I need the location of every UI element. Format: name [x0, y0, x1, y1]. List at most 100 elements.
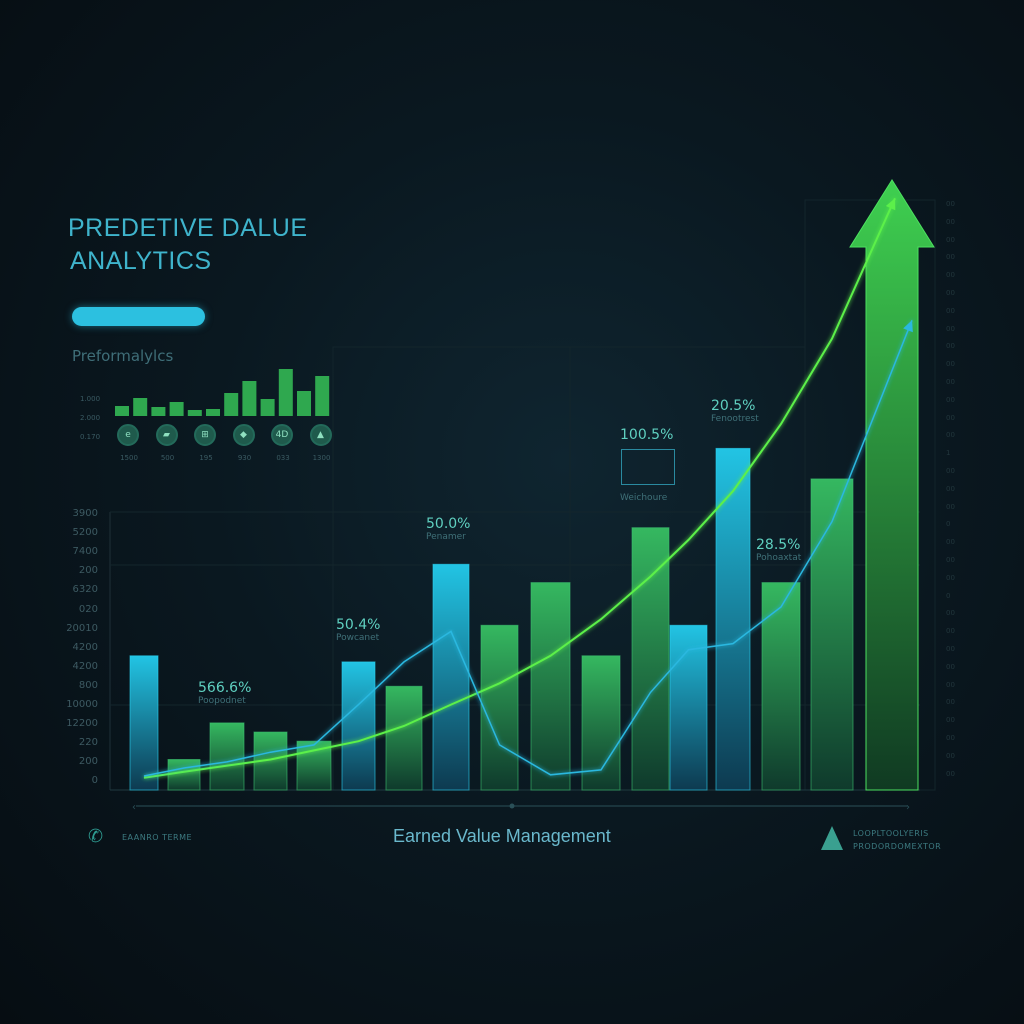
annotation-value: 566.6% — [198, 680, 252, 696]
right-tick-label: 00 — [946, 627, 955, 636]
triangle-logo-icon — [821, 826, 843, 850]
right-tick-label: 00 — [946, 235, 955, 244]
right-tick-label: 00 — [946, 573, 955, 582]
bar — [581, 655, 621, 791]
annotation-value: 28.5% — [756, 537, 801, 553]
4d-icon: 4D — [271, 424, 293, 446]
mini-bar — [278, 369, 293, 416]
right-tick-label: 00 — [946, 342, 955, 351]
right-tick-label: 00 — [946, 662, 955, 671]
mini-bar — [187, 410, 202, 416]
right-tick-label: 00 — [946, 484, 955, 493]
y-tick-label: 0 — [91, 775, 98, 787]
annotation-label: Poopodnet — [198, 696, 246, 706]
mini-icon-label: 500 — [160, 454, 175, 462]
mini-bar — [151, 407, 166, 416]
mini-bar — [206, 409, 220, 416]
bar — [631, 527, 670, 791]
mini-y-label: 2.000 — [80, 414, 101, 422]
bar — [167, 759, 201, 791]
y-tick-label: 200 — [78, 565, 98, 577]
footer-right-line-1: LOOPLTOOLYERIS — [853, 829, 929, 838]
mini-icon-label: 033 — [276, 454, 290, 462]
bar — [209, 722, 245, 791]
mini-icon-label: 930 — [237, 454, 252, 462]
line-arrowhead-1 — [885, 198, 896, 211]
mini-bar — [169, 402, 184, 416]
phone-icon: ✆ — [88, 826, 104, 847]
mini-icon-label: 195 — [199, 454, 213, 462]
right-tick-label: 00 — [946, 271, 955, 280]
annotation-2: 50.4% Powcanet — [336, 617, 380, 643]
leaf-icon: ◆ — [232, 424, 255, 446]
right-tick-label: 00 — [946, 200, 955, 208]
right-tick-label: 00 — [946, 698, 955, 707]
y-tick-label: 4200 — [72, 641, 98, 653]
line-series-2 — [143, 320, 913, 777]
annotation-value: 100.5% — [620, 427, 674, 443]
mini-y-label: 1.000 — [80, 395, 101, 403]
y-tick-label: 12200 — [66, 718, 98, 730]
x-axis-title: Earned Value Management — [393, 826, 611, 846]
bar — [296, 740, 332, 791]
mini-bar — [315, 376, 330, 416]
bar-arrow — [849, 179, 935, 791]
right-tick-label: 00 — [946, 395, 955, 404]
annotation-box — [621, 449, 675, 485]
peak-icon: ▲ — [309, 424, 332, 446]
progress-pill — [72, 307, 205, 326]
right-tick-label: 00 — [946, 680, 955, 689]
bar — [432, 563, 470, 791]
y-tick-label: 5200 — [72, 527, 98, 539]
y-tick-label: 3900 — [72, 508, 98, 519]
annotation-1: 566.6% Poopodnet — [198, 680, 251, 706]
right-tick-label: 00 — [946, 289, 955, 297]
mini-bar — [297, 391, 311, 416]
right-tick-label: 00 — [946, 413, 955, 422]
right-tick-label: 00 — [946, 609, 955, 618]
title-line-1: PREDETIVE DALUE — [68, 214, 308, 242]
mini-bar — [224, 393, 239, 416]
mini-icon-label: 1500 — [120, 454, 138, 462]
folder-icon: ▰ — [155, 424, 178, 446]
right-tick-label: 0 — [946, 591, 951, 600]
bar — [480, 624, 519, 791]
right-tick-label: 00 — [946, 378, 955, 386]
mini-bar — [260, 399, 275, 416]
annotation-5: 20.5% Fenootrest — [711, 398, 759, 424]
y-tick-label: 800 — [78, 679, 98, 691]
y-tick-label: 020 — [78, 603, 98, 615]
bar — [129, 655, 159, 791]
annotation-value: 50.0% — [426, 516, 471, 532]
annotation-label: Weichoure — [620, 493, 668, 503]
bar — [810, 478, 854, 791]
right-tick-label: 00 — [946, 360, 955, 369]
right-tick-label: 00 — [946, 324, 955, 333]
right-tick-label: 00 — [946, 538, 955, 547]
bar — [715, 447, 751, 791]
subtitle: Preformalylcs — [72, 347, 174, 365]
bar — [385, 685, 423, 791]
y-tick-label: 6320 — [72, 584, 98, 596]
y-tick-label: 7400 — [72, 546, 98, 558]
annotation-label: Penamer — [426, 532, 466, 542]
mini-y-label: 0.170 — [80, 433, 101, 441]
annotation-label: Fenootrest — [711, 414, 759, 424]
annotation-value: 20.5% — [711, 398, 756, 414]
mini-bar — [242, 381, 257, 416]
annotation-label: Pohoaxtat — [756, 553, 802, 563]
y-tick-label: 220 — [78, 737, 98, 749]
mini-bar — [115, 406, 129, 416]
right-tick-label: 00 — [946, 734, 955, 742]
y-tick-label: 200 — [78, 756, 98, 768]
data-icon: ⊞ — [194, 424, 216, 446]
coin-icon: e — [117, 424, 139, 446]
line-series-1 — [143, 197, 896, 779]
mini-icon-label: 1300 — [312, 454, 331, 462]
y-tick-label: 10000 — [66, 699, 98, 710]
right-tick-label: 00 — [946, 716, 955, 725]
footer-left-label: EAANRO TERME — [122, 833, 193, 842]
annotation-4: 100.5% Weichoure — [620, 427, 675, 503]
page-title: PREDETIVE DALUE ANALYTICS — [68, 212, 308, 278]
